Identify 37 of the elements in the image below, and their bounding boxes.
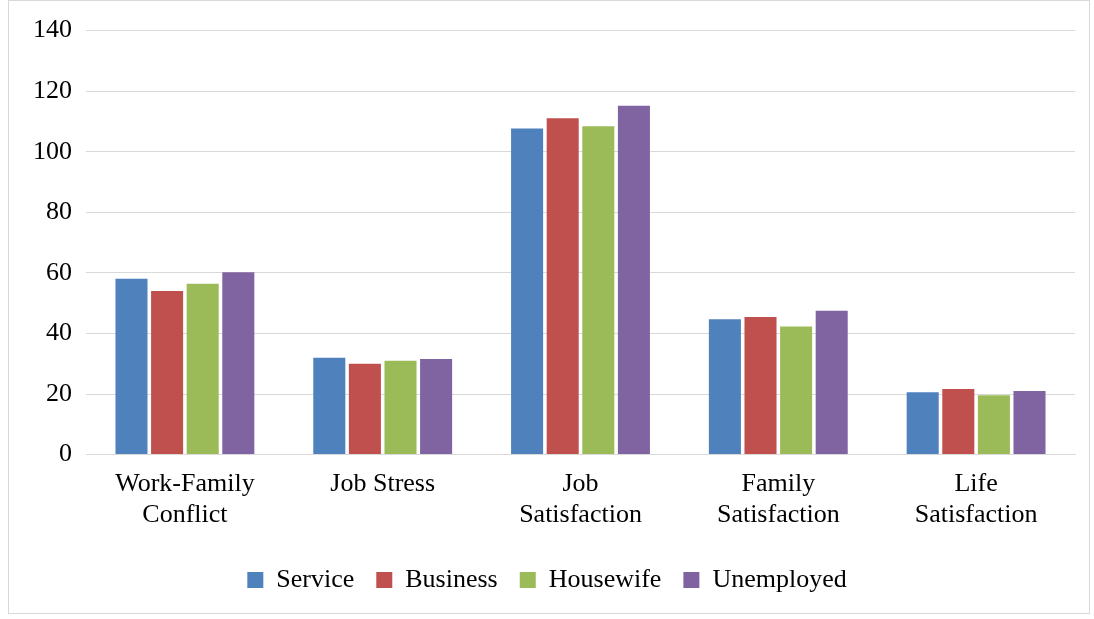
y-tick-label: 120	[33, 75, 72, 104]
x-tick-label: Job Satisfaction	[519, 468, 642, 529]
bar	[708, 319, 741, 455]
bar	[546, 118, 579, 455]
bar	[582, 126, 615, 455]
bar	[942, 388, 975, 455]
bar	[617, 105, 650, 455]
bar	[222, 272, 255, 455]
y-tick-label: 100	[33, 135, 72, 165]
x-tick-label: Life Satisfaction	[914, 468, 1038, 529]
legend-label: Housewife	[548, 563, 662, 593]
y-tick-label: 140	[33, 14, 72, 44]
bar	[420, 358, 453, 455]
y-tick-label: 40	[46, 317, 72, 347]
bar	[151, 291, 184, 455]
y-tick-label: 20	[46, 377, 72, 407]
bar	[906, 392, 939, 455]
bar	[511, 128, 544, 455]
bar	[1013, 391, 1046, 455]
y-tick-label: 60	[46, 256, 72, 286]
y-tick-label: 0	[59, 438, 72, 468]
bar	[115, 278, 148, 455]
y-tick-label: 80	[46, 196, 72, 226]
bar	[313, 357, 346, 455]
x-tick-label: Family Satisfaction	[716, 468, 840, 529]
legend-label: Business	[405, 563, 498, 593]
bar	[186, 283, 219, 455]
legend-label: Service	[276, 563, 355, 593]
x-tick-label: Job Stress	[330, 468, 436, 498]
legend-label: Unemployed	[712, 563, 847, 593]
bar	[744, 317, 777, 455]
x-tick-label: Work-Family Conflict	[115, 468, 255, 529]
bar	[780, 326, 813, 455]
bar	[348, 363, 381, 455]
bar	[815, 310, 848, 455]
bar	[384, 360, 417, 455]
bar	[977, 395, 1010, 455]
